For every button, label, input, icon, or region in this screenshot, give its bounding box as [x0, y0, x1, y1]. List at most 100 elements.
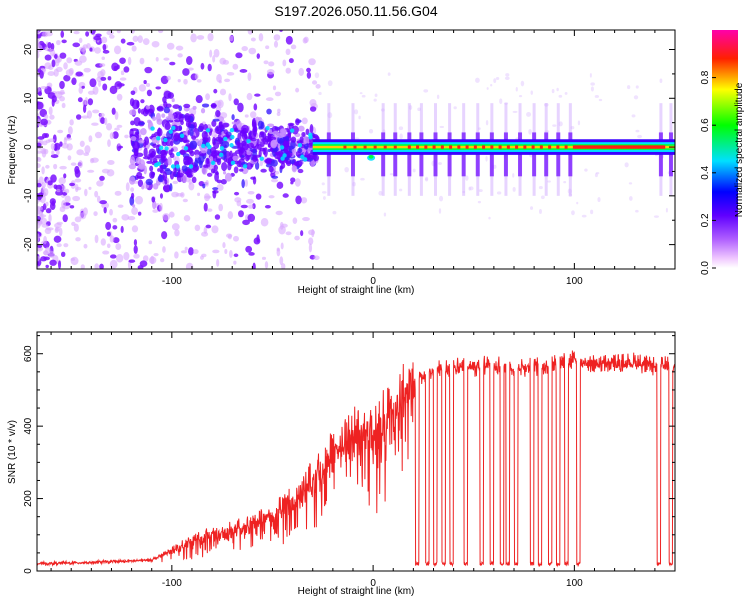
- carrier-peak: [407, 145, 411, 149]
- spectral-blob: [144, 66, 153, 74]
- spectral-blob: [77, 97, 83, 103]
- spectral-blob: [201, 130, 208, 140]
- spectral-blob: [175, 113, 183, 120]
- spectral-blob: [311, 80, 318, 85]
- spectral-blob: [86, 110, 93, 119]
- spectral-blob: [132, 35, 139, 42]
- spectral-blob: [563, 180, 567, 184]
- spectral-blob: [207, 32, 214, 42]
- spectral-blob: [627, 85, 631, 90]
- spectral-blob: [49, 202, 56, 211]
- spectral-blob: [185, 120, 191, 128]
- spectral-blob: [160, 153, 166, 164]
- spectrogram-heatmap: [37, 30, 675, 269]
- spectral-blob: [383, 212, 387, 217]
- spectral-blob: [279, 145, 285, 150]
- spectral-blob: [54, 54, 58, 60]
- spectral-blob: [276, 133, 285, 138]
- spectral-blob: [211, 225, 219, 234]
- spectral-blob: [280, 162, 286, 169]
- spectral-blob: [156, 161, 161, 167]
- spectral-blob: [196, 79, 202, 83]
- spectral-blob: [552, 124, 557, 127]
- spectral-blob: [268, 136, 277, 141]
- spectral-blob: [109, 132, 115, 140]
- spectral-blob: [272, 85, 277, 91]
- spectral-blob: [179, 133, 185, 138]
- spectral-blob: [95, 33, 102, 38]
- spectral-blob: [109, 235, 115, 243]
- spectral-blob: [188, 182, 195, 191]
- spectral-blob: [41, 223, 49, 228]
- spectral-blob: [229, 150, 233, 158]
- spectral-blob: [271, 175, 279, 179]
- spectral-blob: [212, 136, 216, 146]
- spectral-blob: [64, 188, 70, 194]
- spectral-blob: [162, 246, 166, 253]
- spectral-blob: [40, 85, 48, 90]
- spectral-blob: [248, 47, 257, 55]
- spectral-blob: [37, 219, 43, 225]
- carrier-peak: [613, 145, 617, 149]
- spectral-blob: [101, 56, 105, 61]
- spectral-blob: [174, 229, 180, 237]
- spectral-blob: [229, 35, 234, 42]
- carrier-peak: [616, 145, 620, 149]
- spectral-blob: [157, 168, 161, 172]
- spectral-blob: [166, 42, 175, 50]
- carrier-peak: [662, 145, 666, 149]
- spectral-blob: [589, 73, 592, 78]
- spectral-blob: [56, 66, 63, 73]
- spectral-blob: [171, 97, 175, 103]
- spectral-blob: [200, 62, 205, 70]
- spectral-blob: [469, 186, 474, 191]
- spectral-blob: [84, 188, 88, 197]
- spectral-blob: [89, 157, 95, 164]
- spectral-blob: [306, 67, 311, 73]
- spectral-blob: [259, 160, 264, 167]
- spectrogram-xlabel: Height of straight line (km): [298, 285, 415, 296]
- spectral-blob: [197, 192, 201, 197]
- snr-series-line: [37, 350, 675, 568]
- spectral-blob: [182, 174, 187, 184]
- spectral-blob: [88, 135, 93, 143]
- spectral-blob: [74, 216, 82, 223]
- spectral-blob: [594, 94, 600, 98]
- spectral-blob: [163, 184, 171, 193]
- spectral-blob: [308, 237, 314, 246]
- spectral-blob: [159, 202, 163, 212]
- spectral-blob: [44, 31, 53, 37]
- spectral-blob: [191, 135, 197, 140]
- spectral-blob: [213, 164, 218, 171]
- carrier-peak: [589, 145, 593, 149]
- spectral-blob: [49, 114, 55, 120]
- spectral-blob: [47, 71, 55, 77]
- spectral-blob: [246, 92, 253, 101]
- spectral-blob: [147, 119, 152, 124]
- spectral-blob: [51, 150, 55, 156]
- carrier-peak: [531, 145, 535, 149]
- spectral-blob: [205, 157, 209, 167]
- spectral-blob: [315, 84, 321, 89]
- spectral-blob: [107, 76, 112, 81]
- spectral-blob: [131, 45, 137, 52]
- spectral-blob: [83, 67, 91, 73]
- spectral-blob: [274, 170, 280, 175]
- carrier-peak: [640, 145, 644, 149]
- spectral-blob: [235, 52, 243, 59]
- spectral-blob: [423, 89, 429, 93]
- spectral-blob: [274, 91, 282, 97]
- spectral-blob: [83, 243, 88, 249]
- spectral-blob: [512, 110, 518, 113]
- spectral-blob: [109, 254, 117, 259]
- spectral-blob: [216, 158, 222, 166]
- y-tick-label: 400: [23, 417, 34, 434]
- spectral-blob: [246, 139, 251, 144]
- spectral-blob: [84, 145, 91, 154]
- spectral-blob: [74, 178, 82, 183]
- carrier-peak: [539, 145, 543, 149]
- spectral-blob: [138, 84, 147, 92]
- spectral-blob: [70, 162, 77, 166]
- spectral-blob: [138, 139, 145, 144]
- x-tick-label: 100: [566, 276, 583, 287]
